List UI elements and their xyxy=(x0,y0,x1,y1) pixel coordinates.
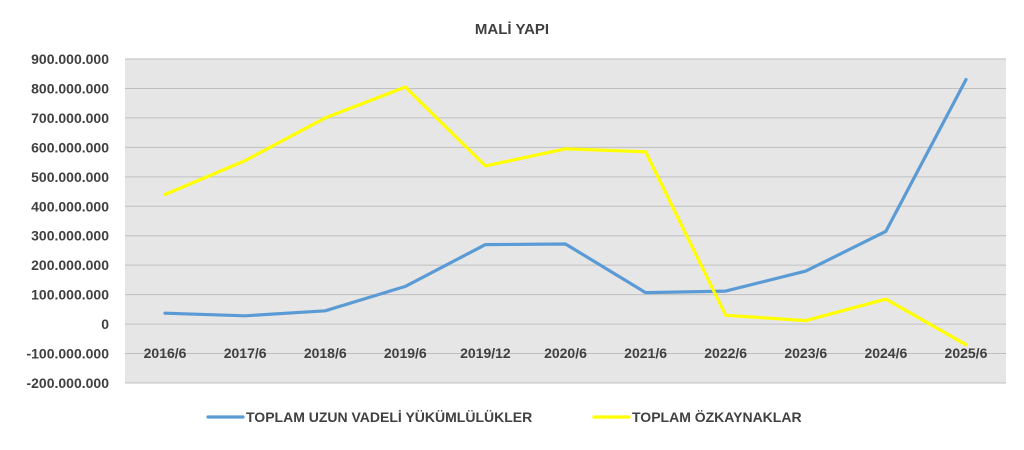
series-1-point xyxy=(964,78,968,82)
series-2-point xyxy=(163,192,167,196)
x-tick-label: 2022/6 xyxy=(704,345,747,361)
series-2-point xyxy=(724,313,728,317)
series-1-point xyxy=(804,269,808,273)
series-line-2 xyxy=(163,85,968,347)
x-tick-label: 2024/6 xyxy=(864,345,907,361)
y-tick-label: 700.000.000 xyxy=(31,110,109,126)
y-tick-label: -200.000.000 xyxy=(26,375,109,391)
y-tick-label: 800.000.000 xyxy=(31,80,109,96)
y-tick-label: 100.000.000 xyxy=(31,287,109,303)
x-tick-label: 2017/6 xyxy=(224,345,267,361)
series-line-1 xyxy=(163,77,968,318)
series-2-point xyxy=(243,159,247,163)
series-2-point xyxy=(483,164,487,168)
x-tick-label: 2025/6 xyxy=(945,345,988,361)
series-2-point xyxy=(884,297,888,301)
y-tick-label: 200.000.000 xyxy=(31,257,109,273)
series-2-point xyxy=(403,85,407,89)
x-tick-label: 2019/12 xyxy=(460,345,511,361)
y-tick-label: 0 xyxy=(101,316,109,332)
y-tick-label: 300.000.000 xyxy=(31,228,109,244)
series-1-point xyxy=(403,284,407,288)
x-tick-label: 2018/6 xyxy=(304,345,347,361)
series-1-point xyxy=(884,229,888,233)
x-tick-label: 2023/6 xyxy=(784,345,827,361)
series-2-point xyxy=(564,147,568,151)
y-tick-label: 900.000.000 xyxy=(31,51,109,67)
x-tick-label: 2021/6 xyxy=(624,345,667,361)
series-2-point xyxy=(323,116,327,120)
series-1-point xyxy=(323,309,327,313)
y-tick-label: -100.000.000 xyxy=(26,346,109,362)
series-2-point xyxy=(804,319,808,323)
series-1-point xyxy=(644,291,648,295)
legend-label-2: TOPLAM ÖZKAYNAKLAR xyxy=(632,409,802,425)
legend-label-1: TOPLAM UZUN VADELİ YÜKÜMLÜLÜKLER xyxy=(246,409,532,425)
y-tick-label: 600.000.000 xyxy=(31,139,109,155)
series-1-point xyxy=(483,243,487,247)
chart-title: MALİ YAPI xyxy=(475,21,549,38)
series-1-point xyxy=(564,242,568,246)
y-tick-label: 500.000.000 xyxy=(31,169,109,185)
y-tick-label: 400.000.000 xyxy=(31,198,109,214)
series-1-point xyxy=(724,289,728,293)
x-tick-label: 2019/6 xyxy=(384,345,427,361)
x-tick-label: 2016/6 xyxy=(144,345,187,361)
series-1-point xyxy=(243,314,247,318)
series-1-point xyxy=(163,311,167,315)
series-2-point xyxy=(644,150,648,154)
plot-area xyxy=(125,59,1006,383)
x-tick-label: 2020/6 xyxy=(544,345,587,361)
